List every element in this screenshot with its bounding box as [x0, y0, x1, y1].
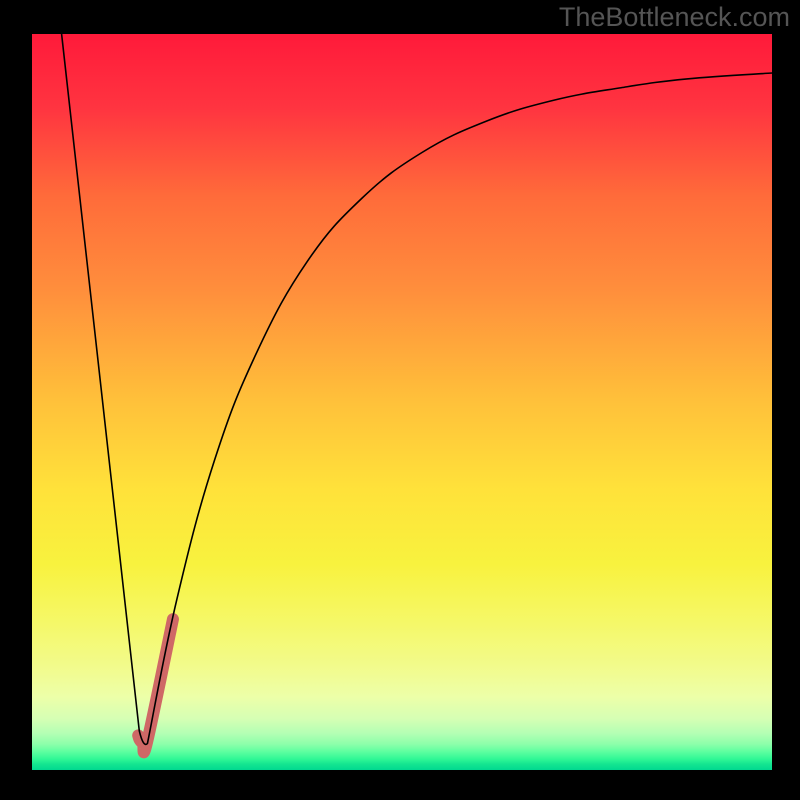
- heatmap-gradient: [32, 34, 772, 770]
- figure-root: TheBottleneck.com: [0, 0, 800, 800]
- watermark-text: TheBottleneck.com: [559, 2, 790, 33]
- plot-area: [32, 34, 772, 770]
